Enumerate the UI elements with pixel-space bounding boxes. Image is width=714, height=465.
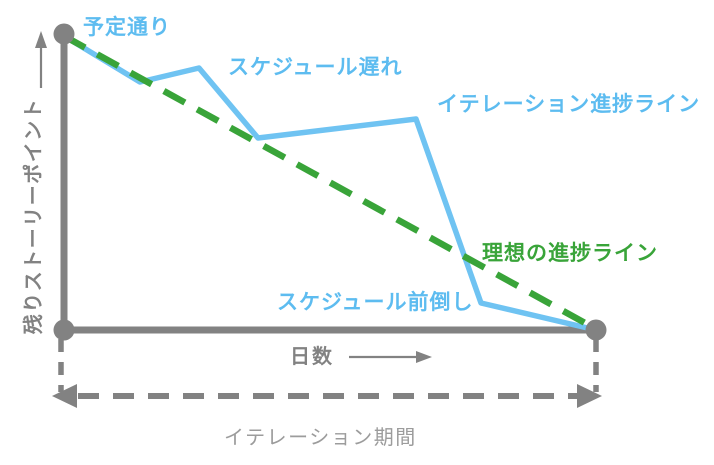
x-axis-label: 日数 xyxy=(290,344,334,368)
label-iteration-progress-line: イテレーション進捗ライン xyxy=(437,92,701,116)
ideal-progress-line xyxy=(62,33,598,332)
y-axis-end-dot xyxy=(53,23,75,45)
y-axis-label: 残りストーリーポイント xyxy=(21,97,45,335)
label-ideal-progress-line: 理想の進捗ライン xyxy=(482,241,658,265)
origin-dot xyxy=(53,319,75,341)
label-on-schedule: 予定通り xyxy=(83,15,171,39)
iteration-progress-line xyxy=(61,33,599,333)
x-axis-direction-arrow-icon xyxy=(349,351,432,363)
y-axis-direction-arrow-icon xyxy=(35,31,47,88)
label-ahead-of-schedule: スケジュール前倒し xyxy=(277,290,474,314)
iteration-period-caption: イテレーション期間 xyxy=(224,425,417,449)
period-arrow-right-icon xyxy=(577,384,602,408)
x-axis-end-dot xyxy=(585,319,607,341)
label-behind-schedule: スケジュール遅れ xyxy=(228,55,403,79)
period-arrow-left-icon xyxy=(52,384,77,408)
